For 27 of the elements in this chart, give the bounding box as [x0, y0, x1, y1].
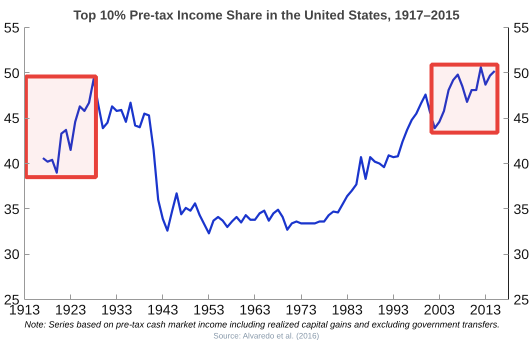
y2-tick-label: 55	[514, 20, 530, 36]
x-tick-label: 1963	[239, 302, 271, 318]
line-series	[42, 66, 496, 234]
y2-tick-label: 25	[514, 292, 530, 308]
y-tick-label: 55	[4, 20, 20, 36]
y-tick-label: 40	[4, 156, 20, 172]
chart-title: Top 10% Pre-tax Income Share in the United States, 1917–2015	[73, 8, 460, 22]
x-tick-label: 1973	[286, 302, 317, 318]
x-tick-label: 1983	[332, 302, 363, 318]
x-tick-label: 1993	[378, 302, 410, 318]
x-tick-label: 2013	[470, 302, 502, 318]
y2-tick-label: 45	[514, 110, 530, 126]
y-tick-label: 30	[4, 246, 20, 262]
y-tick-label: 45	[4, 110, 20, 126]
y2-tick-label: 35	[514, 200, 530, 217]
x-tick-label: 1943	[147, 302, 179, 318]
y2-tick-label: 40	[514, 156, 530, 172]
x-tick-label: 1953	[193, 302, 225, 318]
source-note: Source: Alvaredo et al. (2016)	[213, 332, 320, 340]
y2-tick-label: 50	[514, 64, 530, 81]
x-tick-label: 1933	[101, 302, 132, 318]
x-tick-label: 2003	[424, 302, 456, 318]
y-tick-label: 50	[4, 64, 20, 81]
y-tick-label: 35	[4, 200, 20, 217]
x-tick-label: 1923	[55, 302, 86, 318]
y2-tick-label: 30	[514, 246, 530, 262]
text: Note: Series based on pre-tax cash market income including realized capital gains and excluding government transfers.	[24, 320, 500, 330]
